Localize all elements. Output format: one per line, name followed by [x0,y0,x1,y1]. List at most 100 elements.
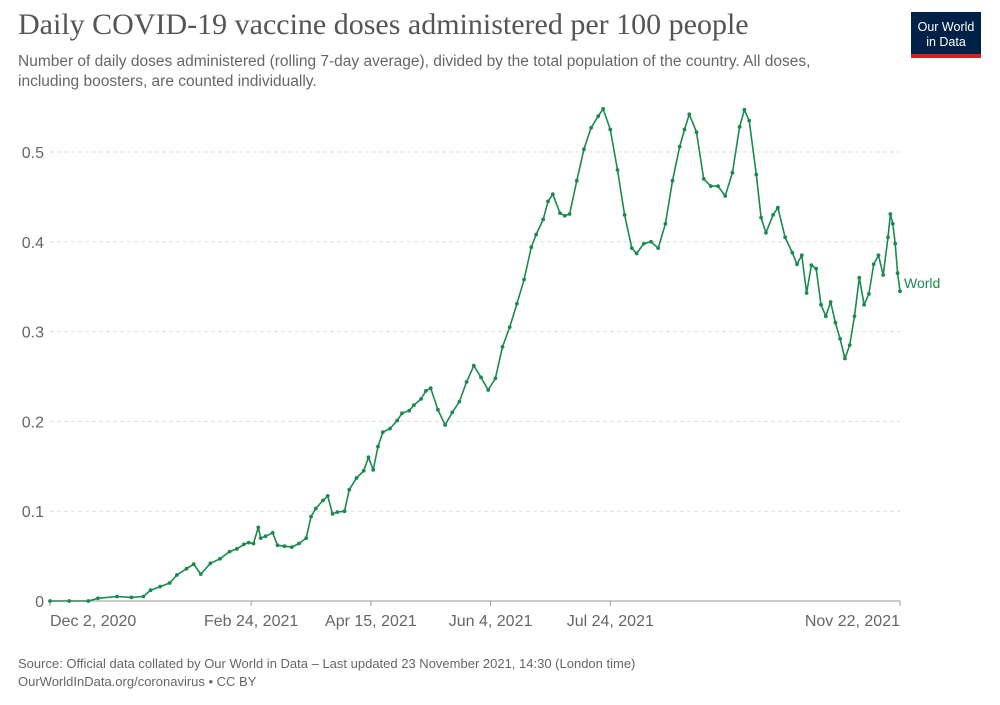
data-point [471,363,476,368]
data-point [464,380,469,384]
data-point [366,455,371,460]
data-point [428,386,433,391]
data-point [354,476,359,480]
data-point [263,534,268,539]
data-point [641,241,646,246]
x-tick-label: Dec 2, 2020 [50,613,136,630]
data-point [129,595,134,600]
data-point [234,547,239,551]
data-point [771,213,775,217]
data-point [86,599,91,603]
data-point [804,291,809,295]
data-point [282,544,287,549]
data-point [275,543,280,548]
data-point [754,172,759,177]
data-point [522,277,526,282]
data-point [622,213,627,217]
data-point [541,217,546,222]
x-tick-label: Feb 24, 2021 [204,613,298,630]
y-tick-label: 0 [35,594,44,611]
data-point [270,530,275,535]
data-point [376,444,380,449]
source-note: Source: Official data collated by Our Wo… [18,656,636,671]
data-point [790,250,795,255]
data-point [670,178,675,183]
data-point [629,246,634,251]
data-point [407,408,412,413]
footer: Source: Official data collated by Our Wo… [18,655,635,691]
data-point [246,540,251,545]
data-point [335,510,340,514]
data-point [242,542,246,547]
data-point [67,599,72,603]
data-point [289,545,294,549]
data-point [893,241,898,246]
data-point [313,506,318,511]
data-point [871,262,876,267]
data-point [634,251,639,256]
data-point [507,325,512,329]
data-point [843,356,847,361]
data-point [380,430,385,435]
data-point [450,410,455,415]
data-point [167,581,172,585]
data-point [419,397,423,401]
data-point [814,266,819,271]
data-point [890,221,895,226]
data-point [795,262,799,267]
data-point [886,235,890,240]
data-point [819,302,823,307]
data-point [601,107,605,111]
data-point [529,245,534,250]
x-tick-label: Apr 15, 2021 [325,613,417,630]
data-point [424,389,428,393]
chart-title: Daily COVID-19 vaccine doses administere… [18,8,749,41]
y-tick-label: 0.4 [22,235,44,252]
data-point [321,498,325,503]
data-point [208,561,213,566]
y-tick-label: 0.2 [22,414,44,431]
data-point [158,584,163,589]
data-point [677,144,682,149]
data-point [687,112,692,117]
credit-link[interactable]: OurWorldInData.org/coronavirus • CC BY [18,674,257,689]
data-point [862,302,866,307]
data-point [799,253,804,258]
data-point [534,232,538,237]
data-point [649,239,653,244]
data-point [656,246,661,251]
data-point [742,107,747,112]
data-point [582,147,586,152]
data-point [895,271,900,276]
data-point [115,594,119,599]
data-point [191,562,196,567]
y-tick-label: 0.1 [22,504,44,521]
data-point [486,388,491,392]
data-point [395,418,400,423]
data-point [227,549,232,554]
owid-logo[interactable]: Our World in Data [911,12,981,58]
data-point [330,512,335,516]
data-point [550,192,555,197]
data-point [867,292,871,296]
data-point [708,184,713,189]
data-point [400,411,404,416]
data-point [443,423,447,427]
data-point [297,541,301,546]
data-point [828,300,833,304]
x-tick-label: Nov 22, 2021 [805,613,900,630]
data-point [747,118,752,123]
data-point [730,170,735,175]
data-point [96,596,100,601]
data-point [304,536,309,540]
data-point [809,263,814,267]
data-point [783,235,787,240]
data-point [857,275,862,280]
data-point [546,199,550,204]
data-point [682,127,687,132]
y-tick-label: 0.5 [22,145,44,162]
data-point [493,376,498,381]
series-label: World [904,275,940,291]
data-point [371,468,376,472]
data-point [723,194,728,198]
